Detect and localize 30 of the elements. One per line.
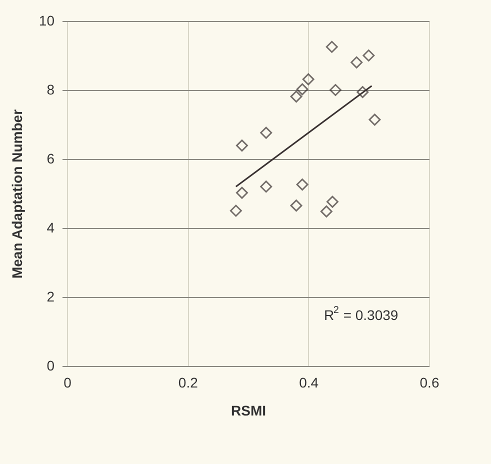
x-tick-label: 0.6 [420,374,440,390]
point [326,40,338,53]
x-axis-title: RSMI [231,402,266,418]
point [236,186,248,199]
y-tick-label: 2 [46,288,55,304]
point [362,50,375,62]
point [326,196,338,208]
point [368,114,381,126]
point [350,56,363,68]
point [236,140,248,152]
point [260,180,272,193]
point [230,204,242,217]
point [290,200,302,212]
point [290,90,302,103]
point [296,178,308,191]
point [356,86,369,98]
y-tick-label: 10 [38,12,55,28]
point [320,205,332,218]
y-axis-title: Mean Adaptation Number [8,108,25,279]
y-tick-label: 0 [46,358,55,374]
point [260,126,272,139]
point [302,73,314,86]
x-tick-label: 0.2 [178,374,198,390]
y-tick-label: 8 [46,82,55,98]
point [329,84,342,96]
y-tick-label: 4 [46,220,55,236]
point [296,83,308,96]
y-tick-label: 6 [46,150,55,166]
x-tick-label: 0 [64,374,72,390]
x-tick-label: 0.4 [299,374,319,390]
